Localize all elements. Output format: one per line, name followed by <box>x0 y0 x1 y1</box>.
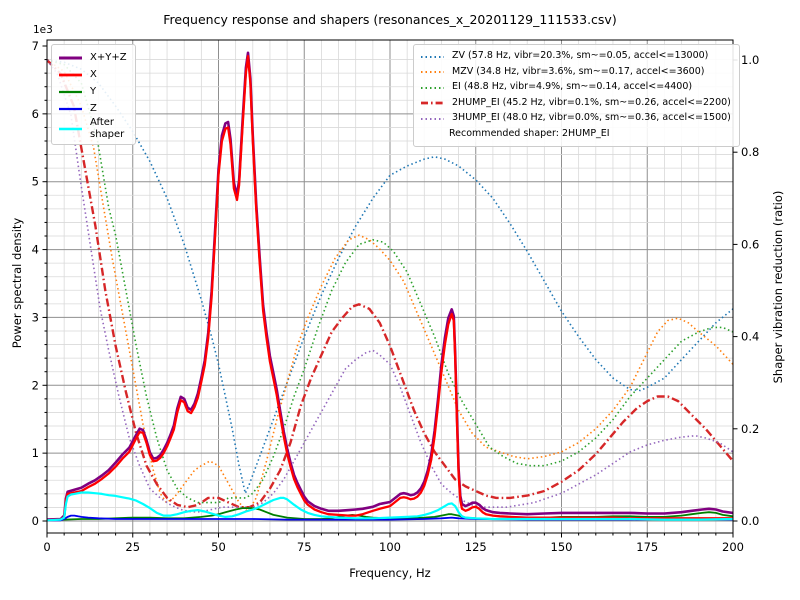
svg-text:0.2: 0.2 <box>741 422 759 436</box>
svg-text:125: 125 <box>465 540 487 554</box>
recommended-shaper-label: Recommended shaper: 2HUMP_EI <box>449 127 610 139</box>
series-zv <box>47 59 733 495</box>
legend-item-label: EI (48.8 Hz, vibr=4.9%, sm~=0.14, accel<… <box>452 81 693 93</box>
svg-text:200: 200 <box>722 540 744 554</box>
legend-line-sample <box>421 86 444 89</box>
legend-item-recommended-shaper: Recommended shaper: 2HUMP_EI <box>420 127 731 143</box>
y-axis-right-label: Shaper vibration reduction (ratio) <box>771 190 785 384</box>
svg-text:4: 4 <box>32 243 39 257</box>
svg-text:0.4: 0.4 <box>741 330 759 344</box>
legend-item-after-shaper: After shaper <box>58 117 127 140</box>
legend-line-sample <box>59 127 82 130</box>
legend-item-label: 2HUMP_EI (45.2 Hz, vibr=0.1%, sm~=0.26, … <box>452 96 731 108</box>
legend-item-mzv: MZV (34.8 Hz, vibr=3.6%, sm~=0.17, accel… <box>420 65 731 81</box>
svg-text:2: 2 <box>32 378 39 392</box>
svg-text:6: 6 <box>32 107 39 121</box>
series-after-shaper <box>47 491 733 522</box>
legend-item-label: Y <box>90 85 97 97</box>
series-ei <box>47 59 733 504</box>
series-2hump_ei <box>47 59 733 509</box>
svg-text:0.0: 0.0 <box>741 514 759 528</box>
legend-item-ei: EI (48.8 Hz, vibr=4.9%, sm~=0.14, accel<… <box>420 80 731 96</box>
legend-item-label: Z <box>90 102 97 114</box>
svg-text:175: 175 <box>636 540 658 554</box>
svg-text:3: 3 <box>32 310 39 324</box>
legend-psd: X+Y+Z X Y Z After shaper <box>51 44 136 145</box>
legend-item-zv: ZV (57.8 Hz, vibr=20.3%, sm~=0.05, accel… <box>420 49 731 65</box>
svg-text:150: 150 <box>551 540 573 554</box>
legend-line-sample <box>59 107 82 110</box>
legend-line-sample <box>421 117 444 120</box>
svg-text:25: 25 <box>125 540 140 554</box>
legend-item-label: ZV (57.8 Hz, vibr=20.3%, sm~=0.05, accel… <box>452 50 709 62</box>
legend-item-y: Y <box>58 83 127 100</box>
legend-item-x: X <box>58 66 127 83</box>
legend-item-label: MZV (34.8 Hz, vibr=3.6%, sm~=0.17, accel… <box>452 65 705 77</box>
svg-text:0.8: 0.8 <box>741 145 759 159</box>
axis-ticks: 0 25 50 75 100 125 150 175 200 0 1 2 3 4 5 6 7 0.0 0.2 0.4 0… <box>32 39 760 554</box>
legend-line-sample <box>421 55 444 58</box>
legend-item-label: X+Y+Z <box>90 51 127 63</box>
legend-line-sample <box>59 73 82 76</box>
legend-item-label: 3HUMP_EI (48.0 Hz, vibr=0.0%, sm~=0.36, … <box>452 112 731 124</box>
svg-text:0: 0 <box>43 540 50 554</box>
svg-text:5: 5 <box>32 175 39 189</box>
y-axis-left-label: Power spectral density <box>10 217 24 349</box>
legend-item-2hump_ei: 2HUMP_EI (45.2 Hz, vibr=0.1%, sm~=0.26, … <box>420 96 731 112</box>
svg-text:50: 50 <box>211 540 226 554</box>
svg-text:1.0: 1.0 <box>741 53 759 67</box>
legend-item-3hump_ei: 3HUMP_EI (48.0 Hz, vibr=0.0%, sm~=0.36, … <box>420 111 731 127</box>
svg-text:1: 1 <box>32 446 39 460</box>
y-axis-offset-text: 1e3 <box>33 24 53 36</box>
svg-text:7: 7 <box>32 39 39 53</box>
x-axis-label: Frequency, Hz <box>349 566 431 580</box>
legend-line-sample <box>59 56 82 59</box>
legend-shapers: ZV (57.8 Hz, vibr=20.3%, sm~=0.05, accel… <box>413 44 740 147</box>
series-z <box>47 514 733 522</box>
legend-line-sample <box>59 90 82 93</box>
legend-item-label: X <box>90 68 97 80</box>
legend-item-z: Z <box>58 100 127 117</box>
legend-item-label: After shaper <box>90 117 125 140</box>
svg-text:0: 0 <box>32 514 39 528</box>
svg-text:100: 100 <box>379 540 401 554</box>
svg-text:0.6: 0.6 <box>741 237 759 251</box>
series-3hump_ei <box>47 59 733 513</box>
series-x <box>47 55 733 522</box>
chart-title: Frequency response and shapers (resonanc… <box>163 12 617 27</box>
legend-line-sample <box>421 71 444 74</box>
legend-item-x+y+z: X+Y+Z <box>58 49 127 66</box>
series-x+y+z <box>47 51 733 521</box>
legend-line-sample <box>421 101 444 105</box>
svg-text:75: 75 <box>297 540 312 554</box>
